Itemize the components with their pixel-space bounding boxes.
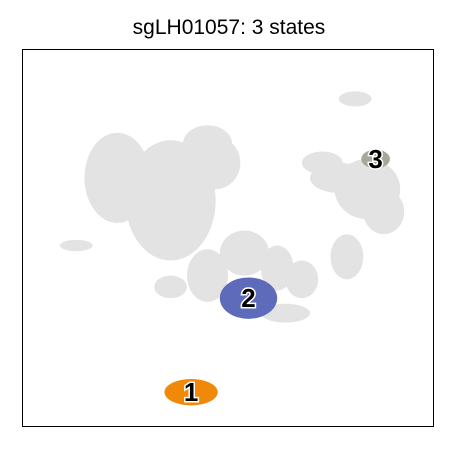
background-cell-cluster <box>330 234 364 280</box>
background-cells <box>59 91 405 323</box>
state-cluster-2 <box>219 277 278 319</box>
background-cell-cluster <box>363 189 405 235</box>
background-cell-cluster <box>285 260 319 299</box>
state-label-3: 3 <box>368 144 382 174</box>
state-label-2: 2 <box>241 283 255 313</box>
background-cell-cluster <box>338 91 372 107</box>
state-cluster-1 <box>164 379 218 406</box>
background-cell-cluster <box>191 136 241 190</box>
background-cell-cluster <box>219 230 269 276</box>
state-clusters: 1 2 3 <box>164 143 390 409</box>
state-label-1: 1 <box>184 377 198 407</box>
plot-frame <box>22 49 434 427</box>
chart-title: sgLH01057: 3 states <box>133 16 326 39</box>
background-cell-cluster <box>154 275 188 299</box>
background-cell-cluster <box>187 249 228 302</box>
state-cluster-3 <box>361 149 390 169</box>
background-cell-cluster <box>59 239 93 252</box>
